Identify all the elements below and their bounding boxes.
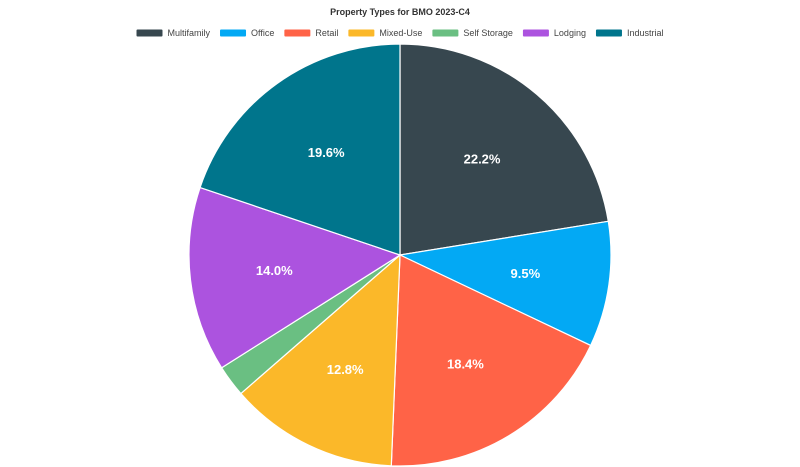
slice-percent-label: 18.4% [447, 356, 484, 371]
legend-label: Lodging [554, 28, 586, 38]
pie-slices [188, 43, 612, 467]
legend-swatch [136, 29, 163, 37]
legend-label: Mixed-Use [379, 28, 422, 38]
chart-legend: Multifamily Office Retail Mixed-Use Self Sto… [136, 28, 664, 38]
pie-slice-retail[interactable] [390, 254, 592, 467]
legend-label: Self Storage [463, 28, 513, 38]
legend-label: Office [251, 28, 274, 38]
pie-slice-mixed-use[interactable] [240, 253, 401, 467]
pie-slice-multifamily[interactable] [399, 43, 609, 256]
legend-item[interactable]: Industrial [595, 28, 664, 38]
pie-slice-industrial[interactable] [199, 43, 401, 256]
legend-label: Multifamily [168, 28, 211, 38]
legend-item[interactable]: Retail [284, 28, 338, 38]
slice-percent-label: 12.8% [327, 362, 364, 377]
legend-label: Retail [315, 28, 338, 38]
legend-item[interactable]: Self Storage [432, 28, 513, 38]
legend-item[interactable]: Lodging [522, 28, 586, 38]
slice-percent-label: 9.5% [511, 266, 541, 281]
legend-swatch [522, 29, 549, 37]
pie-slice-office[interactable] [398, 220, 612, 347]
legend-swatch [220, 29, 247, 37]
pie-slice-labels: 22.2% 9.5% 18.4% 12.8% 14.0% 19.6% [256, 145, 541, 377]
slice-percent-label: 22.2% [464, 152, 501, 167]
legend-swatch [284, 29, 311, 37]
slice-percent-label: 14.0% [256, 263, 293, 278]
legend-item[interactable]: Multifamily [136, 28, 211, 38]
legend-swatch [432, 29, 459, 37]
legend-item[interactable]: Mixed-Use [348, 28, 422, 38]
legend-label: Industrial [627, 28, 664, 38]
pie-slice-lodging[interactable] [188, 186, 402, 369]
legend-swatch [595, 29, 622, 37]
legend-swatch [348, 29, 375, 37]
legend-item[interactable]: Office [220, 28, 274, 38]
chart-title: Property Types for BMO 2023-C4 [330, 7, 470, 17]
slice-percent-label: 19.6% [308, 145, 345, 160]
